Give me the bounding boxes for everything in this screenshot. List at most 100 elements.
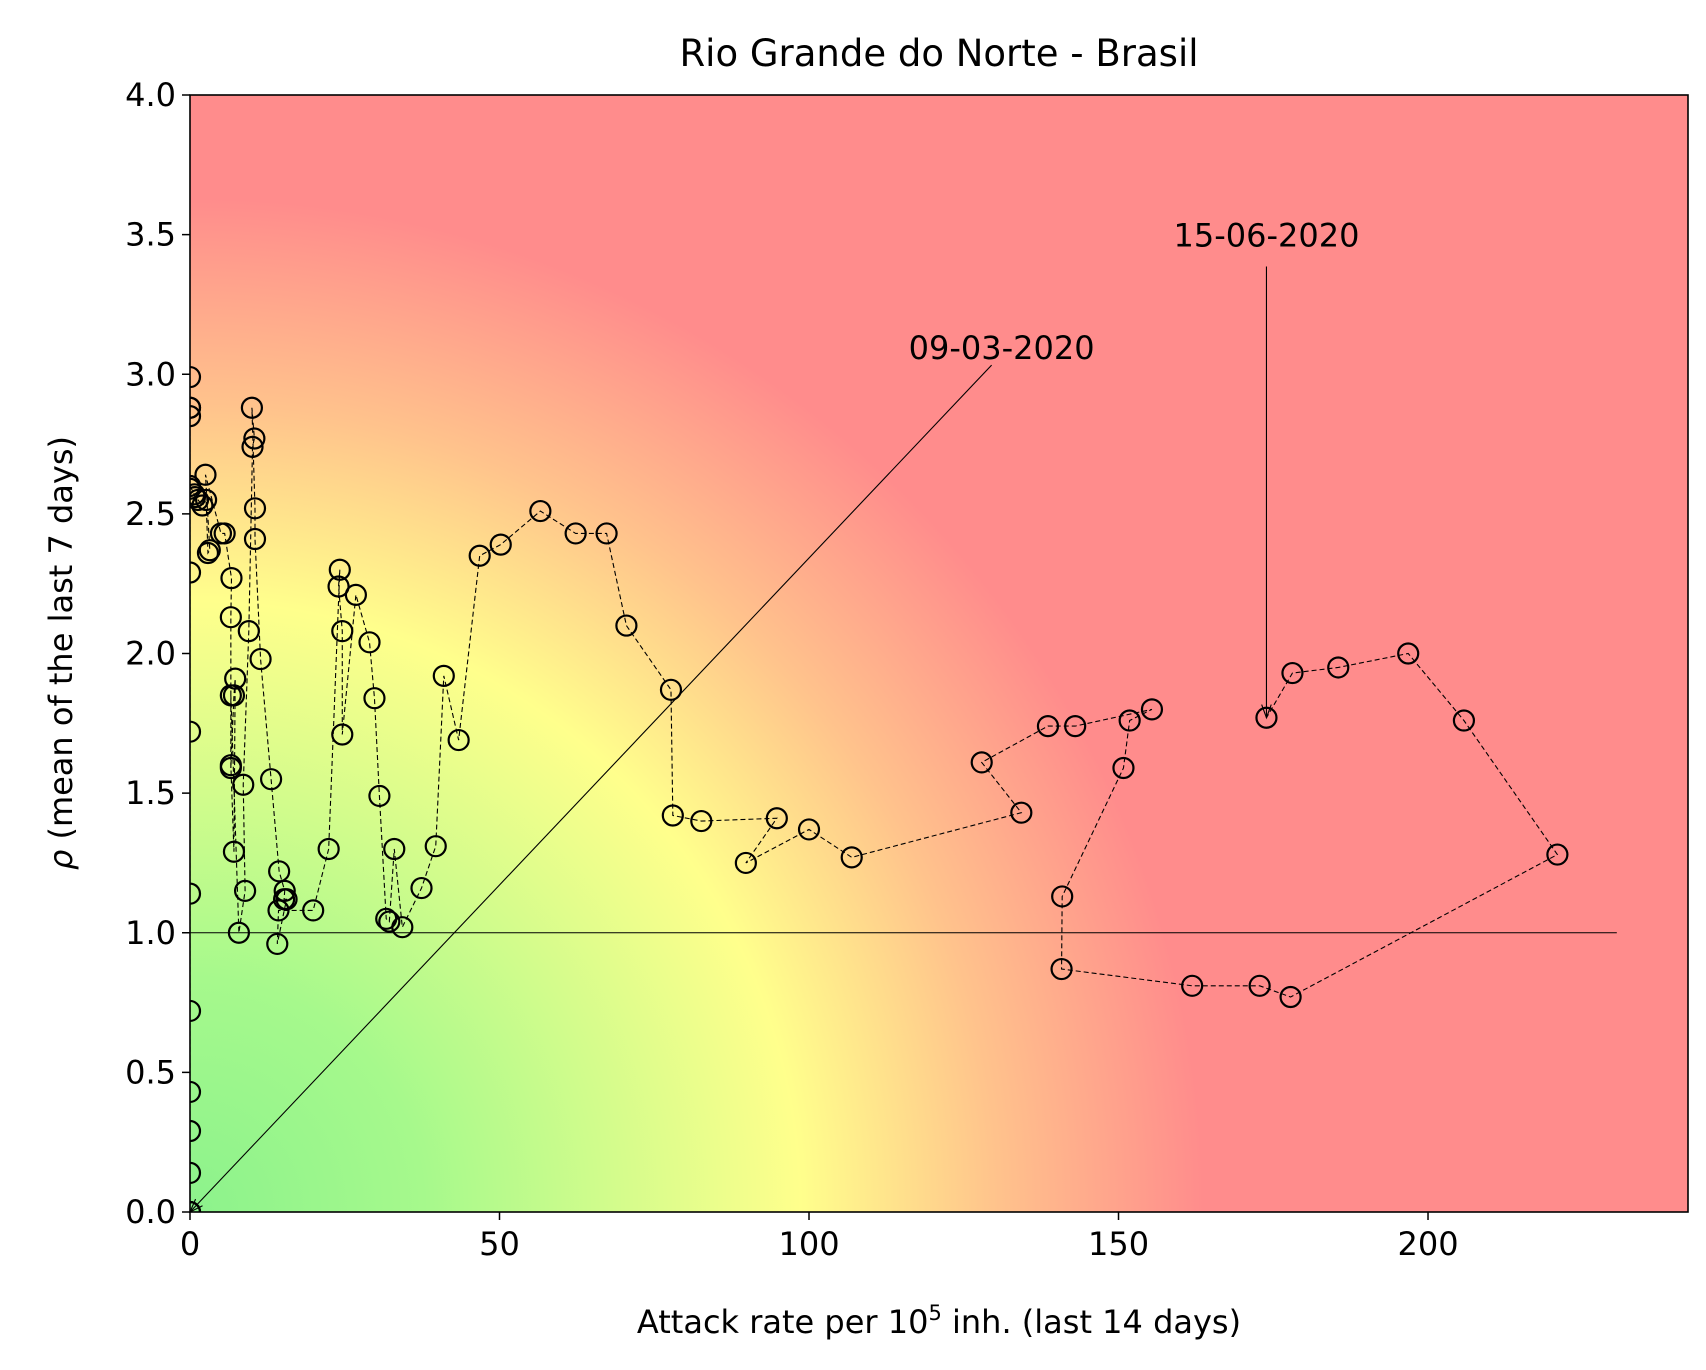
data-point [190,488,210,512]
x-tick-label: 200 [1397,1225,1458,1263]
data-point [489,533,512,556]
data-point [259,768,283,791]
data-point [970,751,993,774]
y-axis-label-text: (mean of the last 7 days) [42,436,80,850]
data-point [220,567,243,590]
data-point [317,837,340,861]
y-axis-label: ρ (mean of the last 7 days) [42,436,80,870]
y-tick-label: 1.0 [125,914,176,952]
data-point [344,583,367,606]
x-tick-label: 0 [180,1225,200,1263]
x-tick-label: 100 [778,1225,839,1263]
chart-title: Rio Grande do Norte - Brasil [679,32,1198,75]
y-tick-label: 3.0 [125,355,176,393]
data-point [1181,974,1204,997]
data-point [1064,715,1087,738]
data-point [190,882,202,905]
plot-background [190,95,1688,1212]
data-point [595,522,618,545]
data-point [797,818,821,841]
data-point [196,541,220,565]
data-point [302,899,325,922]
data-point [249,647,272,671]
data-point [1327,656,1350,679]
x-tick-label: 150 [1088,1225,1149,1263]
data-point [468,544,491,567]
data-point [432,664,455,687]
data-point [529,499,552,523]
y-tick-label: 0.0 [125,1193,176,1231]
y-tick-label: 4.0 [125,76,176,114]
data-point [734,851,757,875]
y-axis-label-symbol: ρ [42,850,80,870]
data-point [1036,715,1060,738]
data-point [233,879,257,902]
data-point [331,723,354,746]
data-point [1452,709,1476,732]
data-point [243,427,266,450]
x-axis-label-suffix: inh. (last 14 days) [942,1303,1241,1341]
data-point [383,837,406,861]
data-point [410,876,433,900]
data-point [190,1080,202,1104]
annotation-label: 09-03-2020 [909,329,1095,367]
data-point [358,631,381,654]
data-point [222,840,246,863]
data-point [273,879,296,902]
data-point [243,527,267,551]
data-point [190,396,202,419]
data-point [661,804,684,827]
data-point [241,435,264,458]
data-point [1118,709,1141,732]
data-point [240,396,264,419]
data-point [447,728,470,752]
data-point [190,365,202,389]
data-point [243,497,267,520]
data-point [615,614,638,637]
y-tick-label: 0.5 [125,1053,176,1091]
data-point [190,999,202,1023]
data-point [219,756,242,780]
data-point [190,1119,202,1143]
data-point [194,488,218,512]
data-point [267,899,290,922]
data-point [191,494,214,517]
data-point [219,606,242,629]
x-axis: 0 50 100 150 200 [180,1212,1459,1263]
data-point [391,916,414,939]
data-point [190,561,202,584]
x-axis-label: Attack rate per 105 inh. (last 14 days) [637,1301,1241,1341]
data-point [363,687,386,710]
annotation-arrow-head [1261,704,1272,720]
data-point [275,888,298,911]
y-tick-label: 2.5 [125,495,176,533]
data-point [564,522,587,545]
data-point [266,932,289,956]
x-axis-label-prefix: Attack rate per 10 [637,1303,929,1341]
data-point [219,684,242,707]
y-tick-label: 1.5 [125,774,176,812]
data-point [424,835,447,858]
data-point [1112,756,1135,780]
data-point [190,1161,202,1185]
data-point [232,773,255,796]
data-point [368,784,391,808]
data-point [327,575,350,598]
data-point [1397,642,1420,665]
data-point [1140,698,1164,721]
data-point [659,678,683,701]
data-point [690,809,713,833]
data-point [1010,801,1033,824]
data-point [1281,661,1304,685]
plot-area [190,365,1569,1212]
data-point [1546,843,1569,866]
data-point [765,807,788,830]
y-tick-label: 3.5 [125,216,176,254]
annotation-label: 15-06-2020 [1173,216,1359,254]
data-point [1248,974,1271,997]
data-point [190,405,202,428]
x-tick-label: 50 [479,1225,520,1263]
y-axis: 0.0 0.5 1.0 1.5 2.0 2.5 3.0 3.5 4.0 [125,76,190,1231]
data-point [213,522,236,545]
